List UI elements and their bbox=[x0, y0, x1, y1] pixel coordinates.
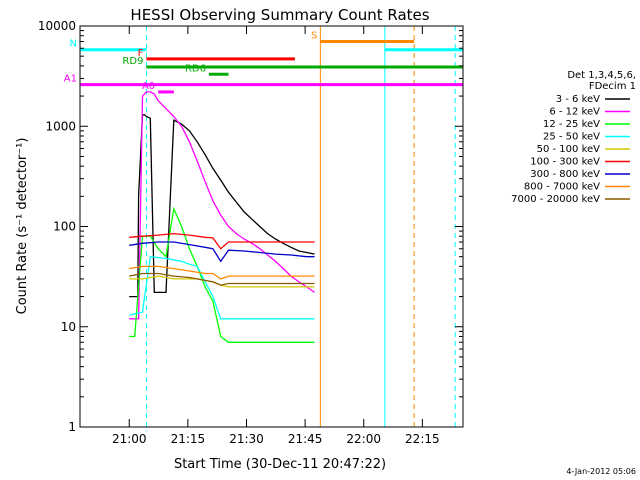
flag-label-n: N bbox=[70, 39, 77, 50]
x-tick-label-6: 22:15 bbox=[405, 432, 440, 446]
y-axis-label: Count Rate (s⁻¹ detector⁻¹) bbox=[15, 138, 30, 315]
legend-label-7: 300 - 800 keV bbox=[530, 169, 600, 180]
flag-label-s: S bbox=[311, 31, 317, 42]
series-line-8 bbox=[129, 265, 315, 280]
plot-frame bbox=[79, 25, 464, 428]
y-tick-label-4: 1000 bbox=[45, 119, 76, 133]
series-line-7 bbox=[129, 241, 315, 263]
series-line-1 bbox=[129, 114, 315, 298]
legend-label-5: 50 - 100 keV bbox=[537, 144, 601, 155]
axes: 21:00 21:15 21:30 21:45 22:00 22:15 1 10 100 1000… bbox=[38, 19, 463, 446]
flag-label-rd9: RD9 bbox=[122, 56, 143, 67]
series-line-9 bbox=[129, 272, 315, 286]
x-tick-label-5: 22:00 bbox=[346, 432, 381, 446]
legend-label-1: 3 - 6 keV bbox=[556, 94, 600, 105]
y-tick-label-3: 100 bbox=[53, 220, 76, 234]
x-tick-label-3: 21:30 bbox=[229, 432, 264, 446]
legend-label-9: 7000 - 20000 keV bbox=[511, 194, 600, 205]
legend-label-2: 6 - 12 keV bbox=[549, 107, 600, 118]
series-line-3 bbox=[129, 206, 315, 343]
y-tick-label-5: 10000 bbox=[38, 19, 76, 33]
series-line-4 bbox=[129, 255, 315, 320]
legend-header-1: Det 1,3,4,5,6, bbox=[567, 70, 636, 81]
legend-label-3: 12 - 25 keV bbox=[543, 119, 600, 130]
x-tick-label-1: 21:00 bbox=[112, 432, 147, 446]
x-tick-label-2: 21:15 bbox=[171, 432, 206, 446]
legend-header-2: FDecim 1 bbox=[589, 81, 636, 92]
flag-label-rd6: RD6 bbox=[185, 63, 206, 74]
flag-label-a1: A1 bbox=[64, 74, 77, 85]
y-tick-label-2: 10 bbox=[61, 320, 76, 334]
legend-label-4: 25 - 50 keV bbox=[543, 132, 600, 143]
y-tick-label-1: 1 bbox=[68, 420, 76, 434]
legend-label-6: 100 - 300 keV bbox=[530, 157, 600, 168]
series-line-6 bbox=[129, 232, 315, 250]
legend-label-8: 800 - 7000 keV bbox=[524, 182, 600, 193]
series-line-2 bbox=[129, 91, 315, 320]
x-tick-label-4: 21:45 bbox=[288, 432, 323, 446]
x-axis-label: Start Time (30-Dec-11 20:47:22) bbox=[174, 457, 386, 472]
flag-label-f: F bbox=[138, 48, 144, 59]
flag-label-a0: A0 bbox=[142, 81, 155, 92]
timestamp-footer: 4-Jan-2012 05:06 bbox=[566, 467, 636, 476]
legend: Det 1,3,4,5,6,FDecim 1 3 - 6 keV 6 - 12 ke… bbox=[511, 70, 636, 205]
chart-title: HESSI Observing Summary Count Rates bbox=[130, 6, 429, 24]
